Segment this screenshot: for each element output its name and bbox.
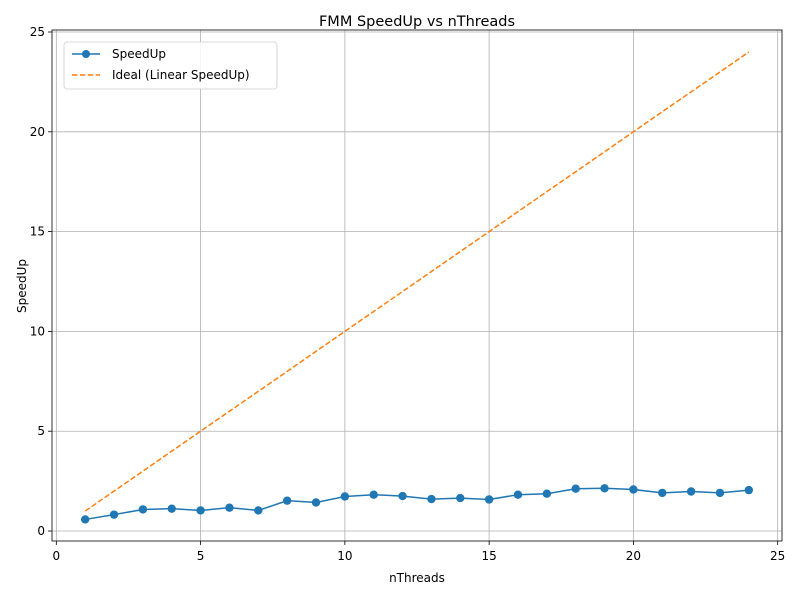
ticks: 0 5 10 15 20 25 0 5 10 15 20 25	[30, 25, 786, 563]
data-point	[369, 490, 378, 499]
x-axis-label: nThreads	[389, 571, 445, 585]
series-line-ideal-linear-speedup	[84, 51, 750, 512]
data-point	[542, 489, 552, 498]
y-tick-label: 25	[30, 25, 45, 39]
y-tick-label: 0	[37, 524, 45, 538]
data-point	[484, 495, 494, 504]
x-tick-label: 10	[337, 549, 352, 563]
data-point	[456, 493, 465, 503]
legend-marker-speedup	[82, 50, 90, 58]
y-tick-label: 20	[30, 125, 45, 139]
data-point	[629, 485, 638, 494]
data-point	[600, 484, 609, 493]
y-tick-label: 15	[30, 225, 45, 239]
series-layer	[80, 51, 754, 524]
x-tick-label: 15	[481, 549, 496, 563]
y-axis-label: SpeedUp	[15, 259, 29, 313]
y-tick-label: 10	[30, 324, 45, 338]
series-line-speedup	[85, 487, 749, 521]
legend-box	[63, 41, 278, 90]
grid-lines	[52, 30, 782, 541]
data-point	[744, 485, 754, 495]
x-tick-label: 5	[197, 549, 205, 563]
chart-title: FMM SpeedUp vs nThreads	[319, 14, 515, 30]
data-point	[80, 515, 90, 524]
plot-frame	[51, 29, 783, 542]
data-point	[686, 487, 696, 496]
data-point	[167, 504, 176, 513]
data-point	[427, 494, 436, 504]
data-point	[109, 510, 119, 519]
data-point	[282, 496, 292, 505]
data-point	[138, 505, 148, 514]
data-point	[715, 488, 725, 498]
x-tick-label: 25	[770, 549, 785, 563]
data-point	[196, 506, 205, 515]
data-point	[398, 491, 407, 501]
data-point	[513, 490, 523, 499]
x-tick-label: 20	[626, 549, 641, 563]
data-point	[254, 506, 263, 515]
data-point	[225, 503, 234, 512]
data-point	[311, 498, 321, 507]
data-point	[658, 488, 667, 498]
data-point	[571, 484, 580, 493]
x-tick-label: 0	[53, 549, 61, 563]
legend-label-speedup: SpeedUp	[112, 47, 166, 61]
y-tick-label: 5	[37, 424, 45, 438]
data-point	[340, 492, 350, 501]
legend-label-ideal: Ideal (Linear SpeedUp)	[112, 68, 250, 82]
legend: SpeedUp Ideal (Linear SpeedUp)	[63, 41, 278, 90]
